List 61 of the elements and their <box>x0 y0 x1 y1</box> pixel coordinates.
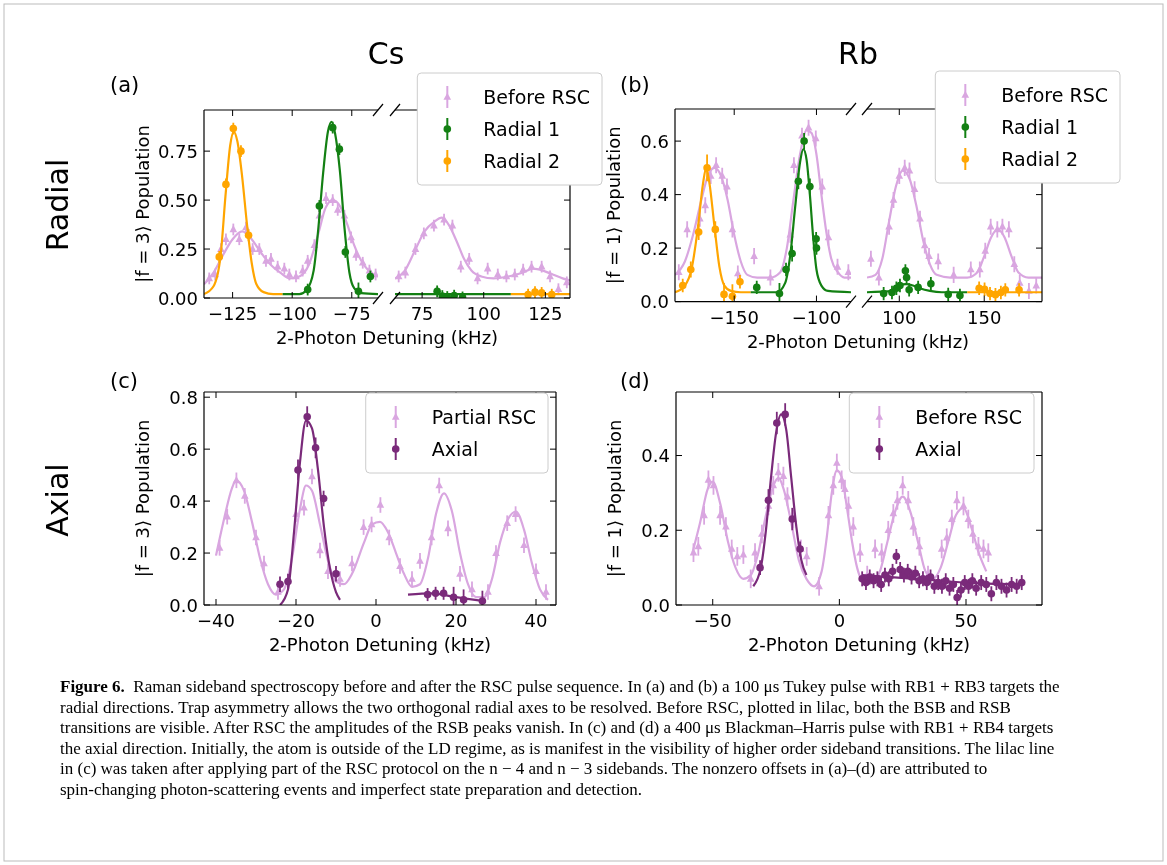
legend-label: Axial <box>915 438 962 460</box>
legend-label: Partial RSC <box>431 406 536 428</box>
legend-label: Before RSC <box>1001 84 1109 106</box>
x-tick-label: −100 <box>267 303 317 324</box>
x-tick-label: −125 <box>207 303 258 324</box>
y-tick-label: 0.0 <box>641 594 670 616</box>
y-tick-label: 0.4 <box>169 490 198 512</box>
y-axis-title: |f = 1⟩ Population <box>603 126 624 285</box>
x-axis-title: 2-Photon Detuning (kHz) <box>268 634 492 655</box>
legend-label: Axial <box>431 438 479 460</box>
x-tick-label: −100 <box>791 306 842 328</box>
x-tick-label: 150 <box>967 306 1002 328</box>
legend-label: Radial 1 <box>1001 116 1079 138</box>
x-tick-label: 40 <box>524 610 548 631</box>
x-axis-title: 2-Photon Detuning (kHz) <box>746 330 970 352</box>
x-tick-label: −75 <box>332 303 371 324</box>
x-tick-label: 0 <box>370 610 382 631</box>
legend-label: Radial 1 <box>483 118 561 140</box>
y-tick-label: 0.0 <box>169 594 198 616</box>
y-tick-label: 0.8 <box>169 386 198 408</box>
legend-label: Radial 2 <box>483 150 561 172</box>
y-tick-label: 0.00 <box>157 287 198 309</box>
y-tick-label: 0.0 <box>640 291 669 313</box>
text: Axial <box>40 463 75 537</box>
x-tick-label: 75 <box>410 303 434 324</box>
y-axis-title: |f = 3⟩ Population <box>132 125 153 283</box>
x-tick-label: 100 <box>882 306 917 328</box>
y-axis-title: |f = 1⟩ Population <box>604 419 625 578</box>
y-tick-label: 0.75 <box>157 140 198 162</box>
text: (b) <box>620 73 650 97</box>
legend-label: Before RSC <box>915 406 1023 428</box>
y-tick-label: 0.25 <box>157 238 198 260</box>
y-tick-label: 0.4 <box>640 184 669 206</box>
x-tick-label: −150 <box>709 306 759 328</box>
caption: Figure 6. <box>60 677 134 696</box>
y-tick-label: 0.4 <box>641 445 670 467</box>
text: (d) <box>620 369 650 393</box>
text: Radial <box>40 158 75 252</box>
legend-label: Radial 2 <box>1001 148 1079 170</box>
text: (a) <box>110 73 140 97</box>
y-tick-label: 0.2 <box>640 237 669 259</box>
text: Cs <box>367 36 405 71</box>
text: (c) <box>110 369 138 393</box>
x-tick-label: −20 <box>277 610 315 631</box>
x-axis-title: 2-Photon Detuning (kHz) <box>747 634 971 655</box>
y-tick-label: 0.6 <box>640 130 669 152</box>
text: Rb <box>838 36 878 71</box>
y-tick-label: 0.2 <box>641 519 670 541</box>
x-tick-label: −40 <box>197 610 235 631</box>
x-tick-label: 0 <box>833 610 846 631</box>
x-tick-label: 125 <box>528 303 563 324</box>
x-tick-label: 100 <box>466 303 501 324</box>
y-tick-label: 0.6 <box>169 438 198 460</box>
x-tick-label: 50 <box>954 610 978 631</box>
y-axis-title: |f = 3⟩ Population <box>132 419 153 578</box>
legend-label: Before RSC <box>483 86 591 108</box>
y-tick-label: 0.50 <box>157 189 198 211</box>
x-tick-label: −50 <box>693 610 732 631</box>
x-axis-title: 2-Photon Detuning (kHz) <box>275 327 499 348</box>
x-tick-label: 20 <box>444 610 468 631</box>
y-tick-label: 0.2 <box>169 542 198 564</box>
